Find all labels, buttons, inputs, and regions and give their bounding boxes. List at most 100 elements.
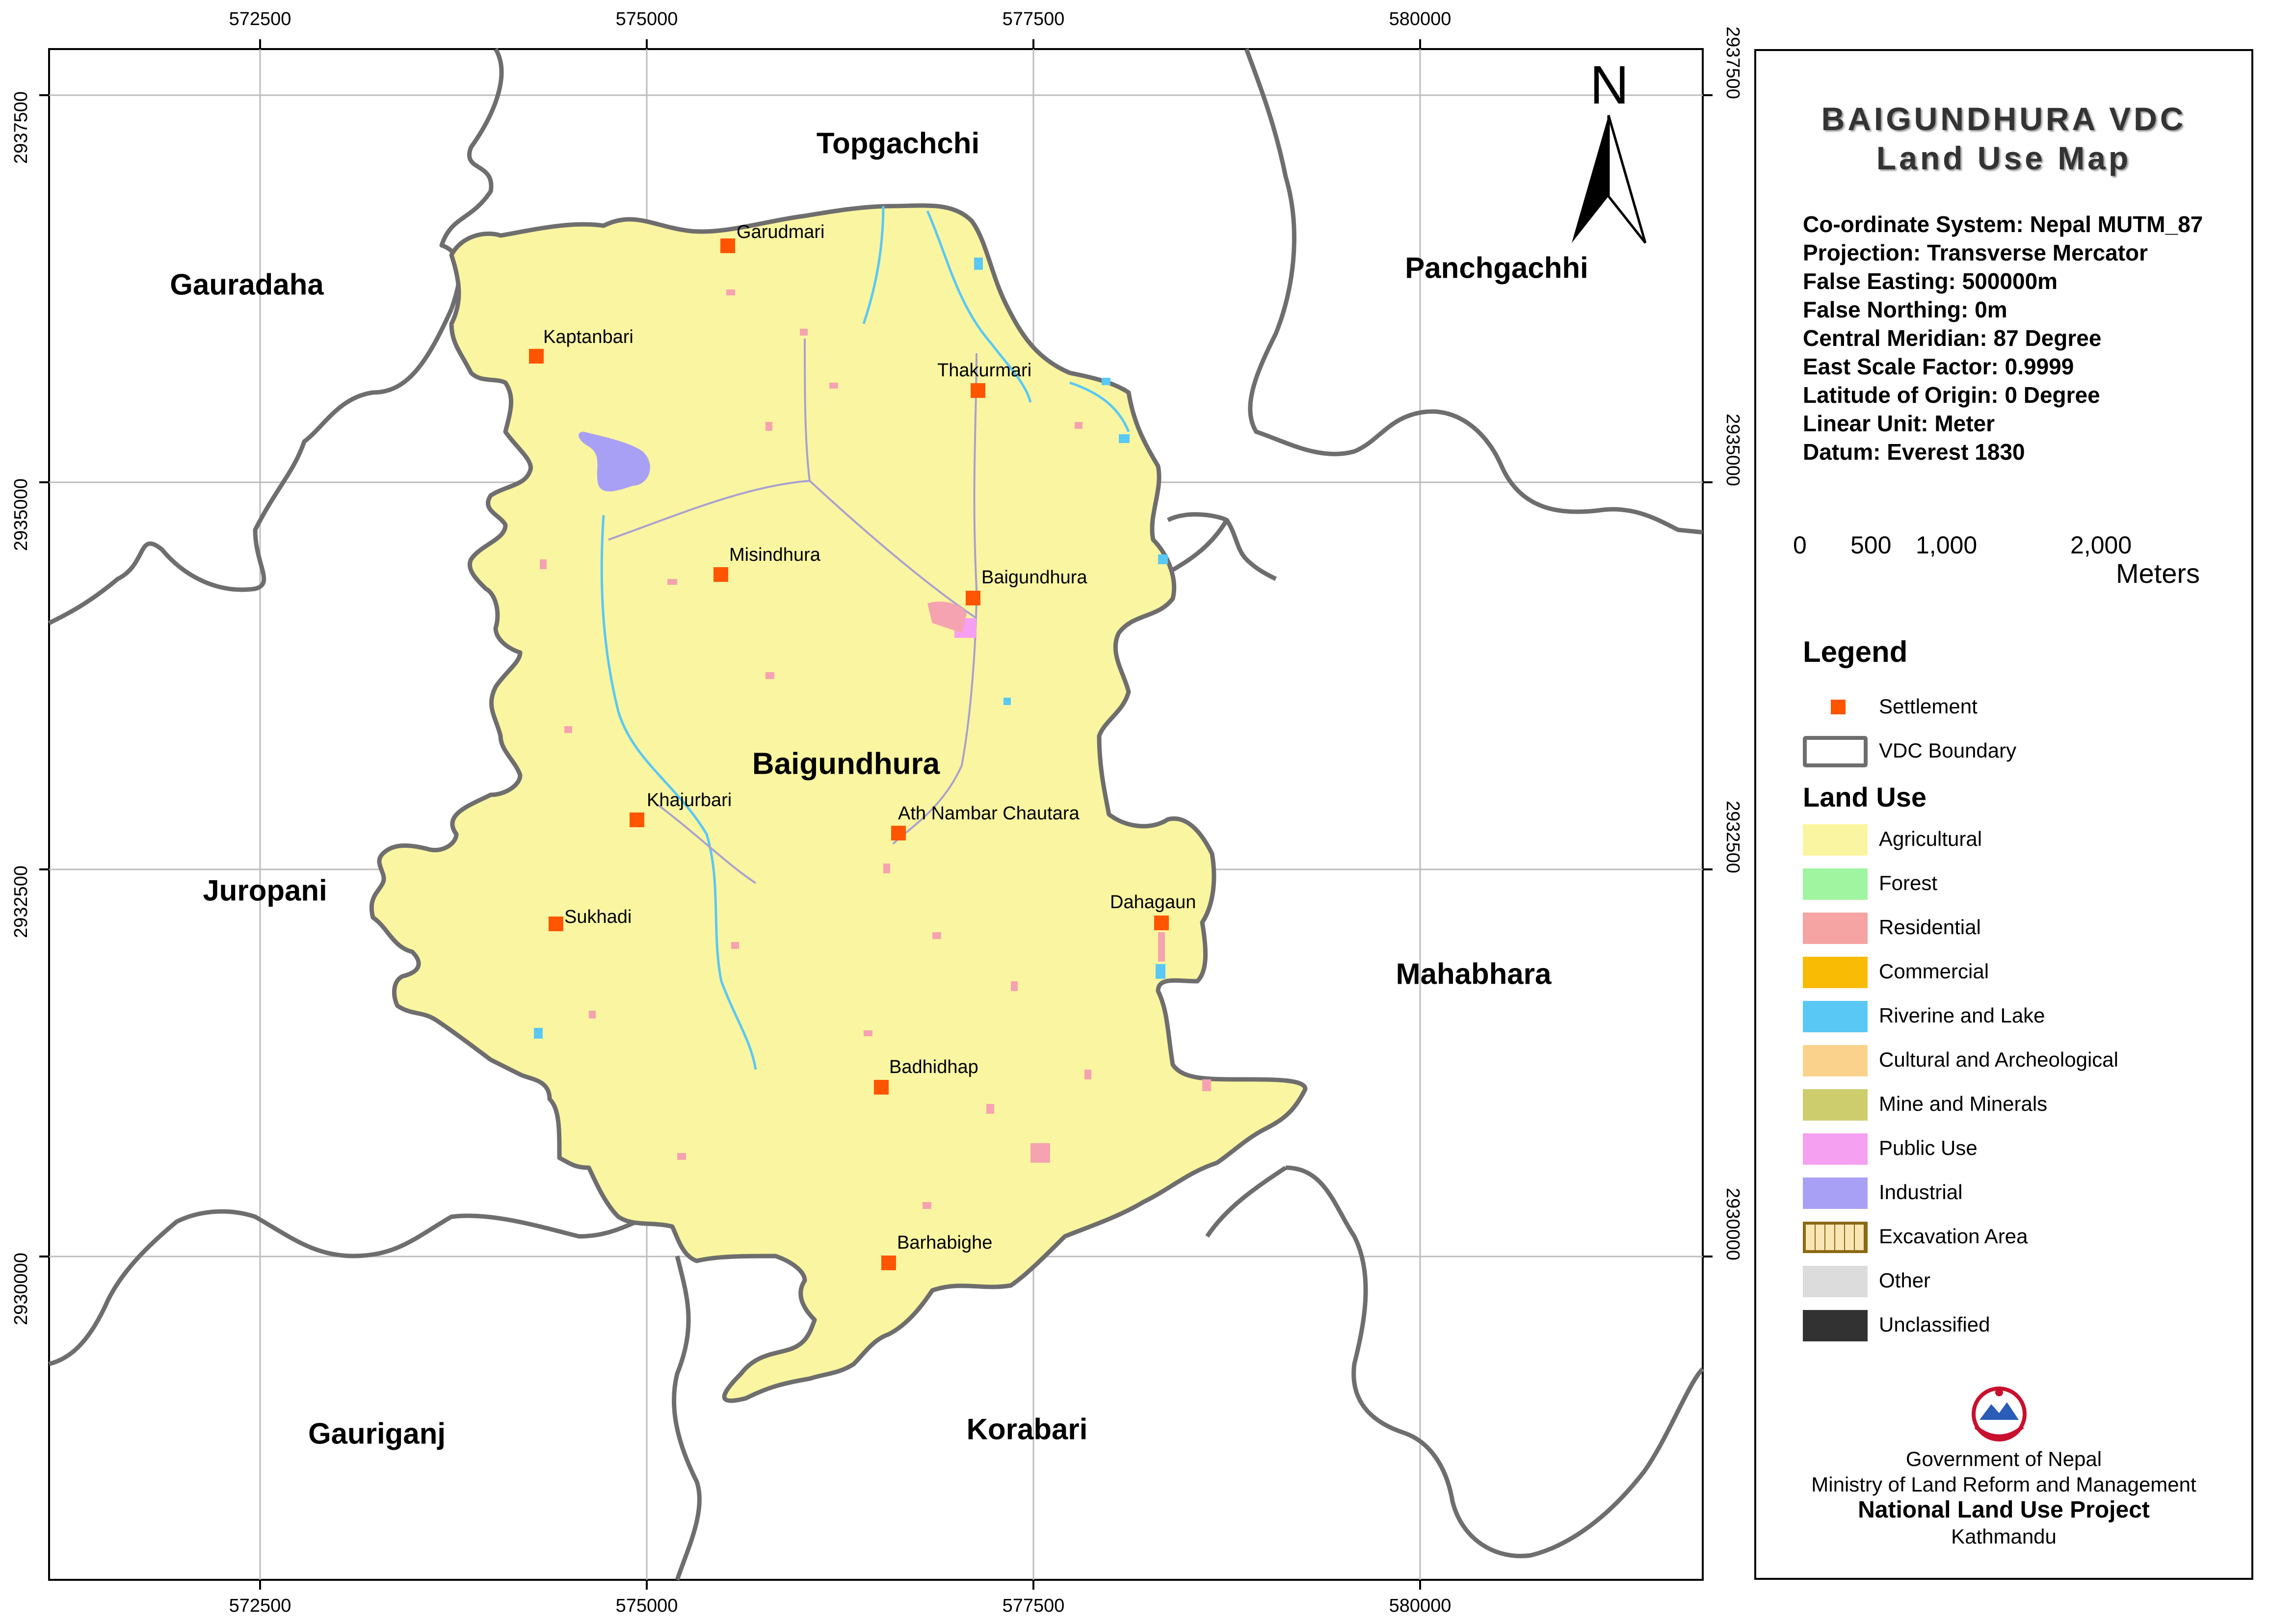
land-use-label: Mine and Minerals (1879, 1092, 2048, 1115)
land-use-swatch (1803, 1310, 1868, 1341)
info-line: False Easting: 500000m (1803, 268, 2058, 294)
footer-line: Government of Nepal (1905, 1447, 2102, 1470)
land-use-label: Other (1879, 1269, 1931, 1292)
tick-label-bottom: 577500 (1002, 1596, 1065, 1616)
legend-label: VDC Boundary (1879, 739, 2017, 762)
tick-label-top: 572500 (229, 9, 291, 29)
land-use-swatch (1803, 957, 1868, 988)
settlement-label: Misindhura (729, 545, 820, 565)
info-line: Projection: Transverse Mercator (1803, 240, 2148, 265)
settlement-marker (630, 812, 644, 827)
region-label-korabari: Korabari (966, 1413, 1088, 1446)
info-line: False Northing: 0m (1803, 297, 2007, 322)
tick-label-left: 2937500 (11, 91, 31, 164)
settlement-marker (966, 591, 980, 605)
tick-label-left: 2930000 (11, 1253, 31, 1325)
info-line: Central Meridian: 87 Degree (1803, 325, 2102, 351)
tick-label-bottom: 572500 (229, 1596, 291, 1616)
land-use-label: Forest (1879, 871, 1938, 894)
land-use-label: Excavation Area (1879, 1225, 2028, 1248)
north-arrow-icon (1572, 115, 1647, 244)
tick-label-right: 2935000 (1722, 414, 1743, 486)
tick-marks (39, 39, 1713, 1590)
settlement-marker (549, 916, 563, 931)
land-use-title: Land Use (1803, 782, 1927, 812)
settlement-label: Baigundhura (981, 567, 1087, 588)
settlement-marker (971, 383, 985, 398)
info-line: Datum: Everest 1830 (1803, 439, 2025, 465)
settlement-marker (713, 567, 728, 582)
land-use-swatch (1803, 1178, 1868, 1209)
land-use-label: Unclassified (1879, 1313, 1990, 1336)
settlement-marker (1154, 916, 1169, 930)
industrial-patch (579, 432, 650, 492)
land-use-label: Commercial (1879, 960, 1989, 983)
land-use-label: Industrial (1879, 1180, 1963, 1204)
tick-label-left: 2935000 (11, 478, 31, 551)
settlement-marker (891, 826, 906, 840)
land-use-label: Riverine and Lake (1879, 1004, 2045, 1027)
government-emblem-icon (1966, 1386, 2032, 1444)
region-label-panchgachhi: Panchgachhi (1405, 251, 1588, 285)
residential-sprinkles (540, 289, 1211, 1209)
scale-label: 500 (1850, 531, 1892, 559)
legend-panel: BAIGUNDHURA VDC Land Use Map Co-ordinate… (1754, 49, 2253, 1580)
settlement-label: Barhabighe (897, 1232, 993, 1253)
settlement-marker (881, 1256, 896, 1270)
neighbour-boundaries (48, 48, 1705, 1581)
tick-label-top: 580000 (1389, 9, 1451, 29)
land-use-label: Residential (1879, 916, 1981, 939)
land-use-swatch (1803, 1001, 1868, 1032)
info-line: East Scale Factor: 0.9999 (1803, 354, 2074, 379)
tick-label-top: 577500 (1002, 9, 1065, 29)
tick-label-bottom: 575000 (615, 1596, 678, 1616)
residential-patch (927, 602, 967, 633)
scale-label: 1,000 (1916, 531, 1978, 559)
legend-label: Settlement (1879, 695, 1978, 718)
tick-label-bottom: 580000 (1389, 1596, 1451, 1616)
settlement-label: Dahagaun (1110, 892, 1196, 913)
tick-label-right: 2932500 (1722, 801, 1743, 873)
land-use-label: Public Use (1879, 1136, 1978, 1159)
map-subtitle: Land Use Map (1876, 140, 2132, 176)
land-use-swatch (1803, 1045, 1868, 1076)
map-title: BAIGUNDHURA VDC (1821, 101, 2187, 137)
region-label-juropani: Juropani (203, 874, 327, 907)
settlement-marker (529, 349, 544, 364)
land-use-label: Cultural and Archeological (1879, 1048, 2118, 1071)
land-use-swatch (1803, 1266, 1868, 1297)
vdc-polygon-baigundhura (369, 203, 1308, 1403)
region-label-baigundhura: Baigundhura (752, 747, 940, 781)
land-use-swatch (1803, 868, 1868, 900)
land-use-swatch (1803, 1089, 1868, 1121)
scale-unit: Meters (2116, 558, 2200, 589)
settlement-label: Thakurmari (937, 360, 1032, 381)
river-lines (600, 206, 1130, 1070)
scale-label: 2,000 (2070, 531, 2132, 559)
settlement-label: Ath Nambar Chautara (898, 803, 1080, 824)
settlement-marker (874, 1080, 889, 1095)
settlement-label: Khajurbari (647, 790, 732, 811)
settlement-swatch-icon (1831, 700, 1846, 714)
tick-label-right: 2930000 (1722, 1188, 1743, 1260)
footer-line: Kathmandu (1951, 1525, 2057, 1548)
footer-org: National Land Use Project (1858, 1497, 2150, 1523)
road-lines (608, 338, 978, 884)
land-use-swatch (1803, 1222, 1868, 1253)
tick-label-left: 2932500 (11, 865, 31, 938)
scale-label: 0 (1793, 531, 1807, 559)
info-line: Latitude of Origin: 0 Degree (1803, 382, 2100, 408)
settlement-label: Badhidhap (889, 1057, 978, 1077)
footer-line: Ministry of Land Reform and Management (1811, 1473, 2196, 1496)
riverine-patches (534, 258, 1168, 1039)
tick-label-top: 575000 (615, 9, 678, 29)
land-use-label: Agricultural (1879, 827, 1982, 850)
land-use-swatch (1803, 824, 1868, 856)
info-line: Linear Unit: Meter (1803, 411, 1995, 436)
land-use-swatch (1803, 1133, 1868, 1165)
tick-label-right: 2937500 (1722, 26, 1743, 99)
legend-title: Legend (1803, 635, 1908, 668)
settlement-label: Sukhadi (564, 907, 632, 927)
settlement-label: Garudmari (737, 222, 825, 242)
